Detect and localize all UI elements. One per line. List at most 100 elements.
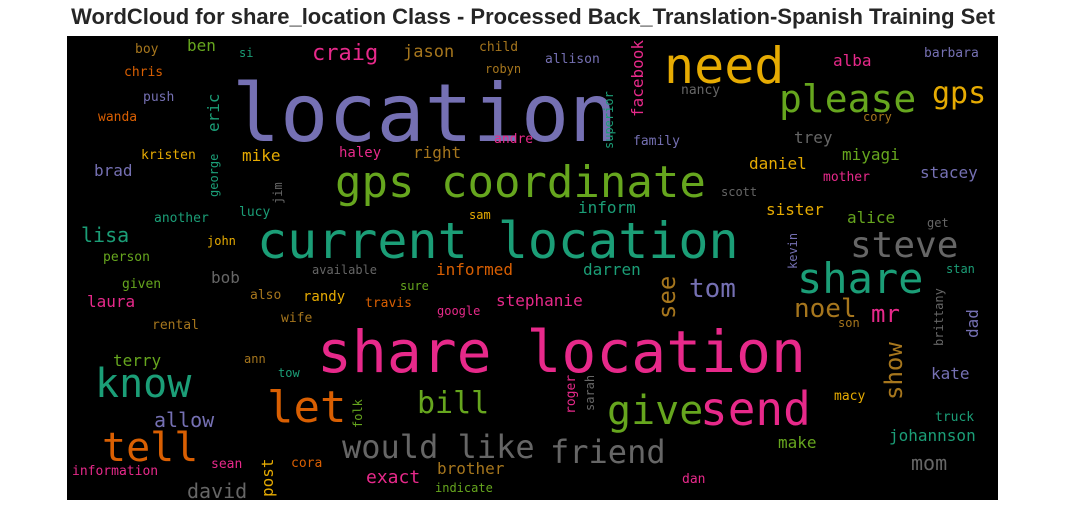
- word-haley: haley: [339, 145, 382, 161]
- word-right: right: [413, 143, 462, 162]
- word-steve: steve: [850, 225, 959, 266]
- word-cora: cora: [291, 456, 323, 471]
- word-location: location: [232, 67, 618, 160]
- word-alba: alba: [833, 51, 872, 70]
- word-show: show: [880, 342, 908, 400]
- word-andre: andre: [494, 132, 534, 147]
- word-given: given: [122, 277, 162, 292]
- word-indicate: indicate: [435, 481, 493, 495]
- word-send: send: [700, 382, 811, 436]
- word-craig: craig: [312, 41, 379, 66]
- word-superior: superior: [602, 91, 616, 149]
- word-travis: travis: [365, 296, 412, 311]
- word-know: know: [95, 361, 192, 407]
- word-brad: brad: [94, 161, 133, 180]
- word-give: give: [607, 388, 704, 434]
- word-get: get: [927, 216, 949, 230]
- word-let: let: [267, 382, 347, 433]
- word-truck: truck: [935, 410, 975, 425]
- word-exact: exact: [366, 467, 421, 488]
- word-sure: sure: [400, 279, 429, 293]
- word-randy: randy: [303, 289, 346, 305]
- word-inform: inform: [578, 198, 636, 217]
- word-information: information: [72, 464, 159, 479]
- word-jim: jim: [271, 182, 285, 204]
- word-stephanie: stephanie: [496, 291, 583, 310]
- word-mother: mother: [823, 170, 870, 185]
- word-child: child: [479, 40, 519, 55]
- word-lisa: lisa: [81, 223, 130, 247]
- word-stan: stan: [946, 262, 975, 276]
- word-macy: macy: [834, 389, 866, 404]
- word-johannson: johannson: [889, 426, 976, 445]
- word-share: share: [797, 254, 924, 303]
- word-daniel: daniel: [749, 154, 807, 173]
- word-google: google: [437, 304, 481, 318]
- word-eric: eric: [204, 93, 223, 132]
- word-tell: tell: [102, 425, 199, 471]
- word-see: see: [653, 275, 681, 319]
- word-ben: ben: [187, 36, 216, 55]
- word-sean: sean: [211, 457, 243, 472]
- word-kate: kate: [931, 364, 970, 383]
- word-would-like: would like: [342, 428, 535, 466]
- word-share-location: share location: [317, 318, 806, 386]
- word-nancy: nancy: [681, 83, 721, 98]
- word-bob: bob: [211, 268, 240, 287]
- word-allow: allow: [154, 408, 215, 432]
- word-robyn: robyn: [485, 62, 522, 76]
- word-current-location: current location: [257, 212, 739, 270]
- word-terry: terry: [113, 351, 162, 370]
- word-tom: tom: [689, 274, 736, 304]
- word-another: another: [154, 211, 209, 226]
- word-rental: rental: [152, 318, 199, 333]
- word-barbara: barbara: [924, 46, 979, 61]
- word-person: person: [103, 250, 150, 265]
- word-folk: folk: [351, 399, 365, 428]
- word-post: post: [258, 458, 277, 497]
- word-david: david: [187, 479, 248, 500]
- word-stacey: stacey: [920, 163, 978, 182]
- word-gps: gps: [932, 76, 987, 111]
- word-sister: sister: [766, 200, 824, 219]
- word-ann: ann: [244, 352, 266, 366]
- word-wanda: wanda: [98, 110, 138, 125]
- word-kevin: kevin: [786, 232, 800, 269]
- wordcloud-canvas: location need please gps gps coordinate curre…: [67, 36, 998, 500]
- word-please: please: [779, 77, 917, 121]
- word-lucy: lucy: [239, 205, 271, 220]
- word-roger: roger: [564, 374, 579, 414]
- word-informed: informed: [436, 260, 514, 279]
- word-darren: darren: [583, 260, 641, 279]
- word-family: family: [633, 134, 680, 149]
- word-brittany: brittany: [932, 288, 946, 346]
- word-need: need: [664, 37, 785, 95]
- word-tow: tow: [278, 366, 300, 380]
- word-jason: jason: [403, 42, 455, 62]
- word-john: john: [207, 234, 236, 248]
- word-george: george: [207, 153, 221, 197]
- word-laura: laura: [87, 292, 136, 311]
- word-boy: boy: [135, 42, 159, 57]
- word-sam: sam: [469, 208, 491, 222]
- word-facebook: facebook: [628, 39, 647, 117]
- word-mom: mom: [911, 451, 948, 475]
- word-chris: chris: [124, 65, 164, 80]
- word-si: si: [239, 46, 254, 60]
- word-allison: allison: [545, 52, 600, 67]
- word-dad: dad: [963, 309, 982, 338]
- word-gps-coordinate: gps coordinate: [335, 157, 706, 208]
- word-trey: trey: [794, 128, 833, 147]
- word-noel: noel: [794, 294, 857, 324]
- word-mike: mike: [242, 146, 281, 165]
- word-push: push: [143, 90, 175, 105]
- word-available: available: [312, 263, 378, 277]
- word-sarah: sarah: [583, 374, 597, 411]
- word-bill: bill: [417, 386, 490, 421]
- word-dan: dan: [682, 472, 706, 487]
- word-alice: alice: [847, 208, 896, 227]
- chart-title: WordCloud for share_location Class - Pro…: [71, 4, 995, 29]
- word-cory: cory: [863, 110, 892, 124]
- word-mr: mr: [871, 300, 900, 328]
- word-make: make: [778, 433, 817, 452]
